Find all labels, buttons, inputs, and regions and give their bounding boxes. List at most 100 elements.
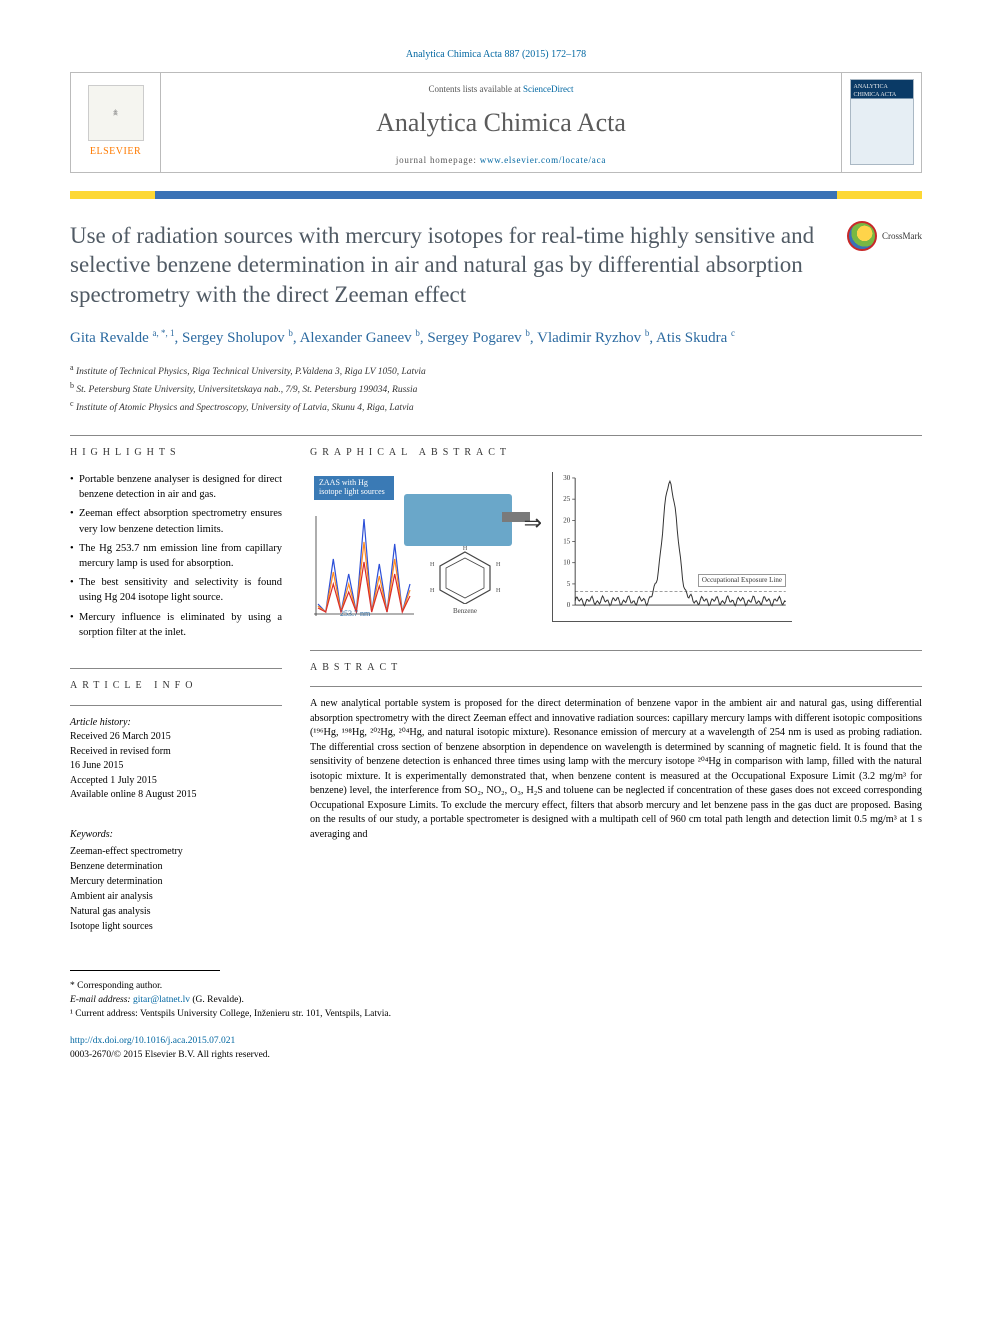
- crossmark-label: CrossMark: [882, 230, 922, 242]
- contents-prefix: Contents lists available at: [429, 84, 523, 94]
- bar-segment: [70, 191, 155, 199]
- highlight-item: Portable benzene analyser is designed fo…: [70, 472, 282, 502]
- corresponding-author-note: * Corresponding author.: [70, 979, 922, 993]
- affiliation: c Institute of Atomic Physics and Spectr…: [70, 398, 922, 416]
- history-line: Accepted 1 July 2015: [70, 774, 282, 789]
- divider: [310, 686, 922, 687]
- cover-image: ANALYTICA CHIMICA ACTA: [850, 79, 914, 165]
- article-info-heading: ARTICLE INFO: [70, 679, 282, 693]
- author: Sergey Sholupov b: [182, 330, 293, 346]
- issn-copyright: 0003-2670/© 2015 Elsevier B.V. All right…: [70, 1050, 270, 1060]
- citation-line: Analytica Chimica Acta 887 (2015) 172–17…: [70, 48, 922, 62]
- email-label: E-mail address:: [70, 995, 131, 1005]
- cover-thumbnail: ANALYTICA CHIMICA ACTA: [841, 73, 921, 172]
- divider: [70, 435, 922, 436]
- publisher-logo: 𖠰 ELSEVIER: [71, 73, 161, 172]
- highlight-item: Mercury influence is eliminated by using…: [70, 610, 282, 640]
- ga-molecule: H H H H H Benzene: [420, 546, 510, 616]
- homepage-link[interactable]: www.elsevier.com/locate/aca: [480, 155, 606, 165]
- benzene-ring-icon: H H H H H: [420, 546, 510, 604]
- history-line: Received 26 March 2015: [70, 730, 282, 745]
- ga-wavelength-label: 253.7 nm: [340, 609, 370, 620]
- ga-badge-label: ZAAS with Hg isotope light sources: [314, 476, 394, 500]
- ga-left-panel: ZAAS with Hg isotope light sources 253.7…: [310, 472, 540, 622]
- svg-text:30: 30: [563, 474, 570, 482]
- author: Gita Revalde a, *, 1: [70, 330, 174, 346]
- publisher-name: ELSEVIER: [90, 145, 141, 159]
- svg-text:H: H: [496, 562, 501, 568]
- journal-header: 𖠰 ELSEVIER Contents lists available at S…: [70, 72, 922, 173]
- svg-text:5: 5: [567, 580, 571, 588]
- keywords-label: Keywords:: [70, 827, 282, 842]
- ga-spectrum-plot: [314, 516, 414, 616]
- ga-oel-label: Occupational Exposure Line: [698, 574, 786, 587]
- author: Atis Skudra c: [656, 330, 735, 346]
- journal-homepage: journal homepage: www.elsevier.com/locat…: [169, 154, 833, 166]
- doi-link[interactable]: http://dx.doi.org/10.1016/j.aca.2015.07.…: [70, 1036, 235, 1046]
- affiliations: a Institute of Technical Physics, Riga T…: [70, 362, 922, 416]
- author: Alexander Ganeev b: [300, 330, 420, 346]
- sciencedirect-link[interactable]: ScienceDirect: [523, 84, 573, 94]
- journal-name: Analytica Chimica Acta: [169, 105, 833, 140]
- ga-right-chart: 0 5 10 15 20 25 30 Occupational Exposure Line: [552, 472, 792, 622]
- ga-molecule-label: Benzene: [420, 607, 510, 616]
- history-line: Available online 8 August 2015: [70, 788, 282, 803]
- keyword: Isotope light sources: [70, 919, 282, 934]
- bar-segment: [155, 191, 837, 199]
- svg-text:H: H: [430, 588, 435, 594]
- svg-text:H: H: [496, 588, 501, 594]
- affiliation: b St. Petersburg State University, Unive…: [70, 380, 922, 398]
- history-line: Received in revised form: [70, 745, 282, 760]
- footnote-divider: [70, 970, 220, 971]
- article-title: Use of radiation sources with mercury is…: [70, 221, 831, 309]
- svg-text:20: 20: [563, 516, 570, 524]
- highlights-heading: HIGHLIGHTS: [70, 446, 282, 460]
- crossmark-icon: [847, 221, 877, 251]
- highlight-item: Zeeman effect absorption spectrometry en…: [70, 506, 282, 536]
- svg-text:10: 10: [563, 559, 570, 567]
- author: Sergey Pogarev b: [427, 330, 530, 346]
- color-bar: [70, 191, 922, 199]
- keyword: Mercury determination: [70, 874, 282, 889]
- abstract-text: A new analytical portable system is prop…: [310, 697, 922, 842]
- email-link[interactable]: gitar@latnet.lv: [133, 995, 190, 1005]
- affiliation: a Institute of Technical Physics, Riga T…: [70, 362, 922, 380]
- elsevier-tree-icon: 𖠰: [88, 85, 144, 141]
- svg-text:H: H: [430, 562, 435, 568]
- homepage-prefix: journal homepage:: [396, 155, 480, 165]
- abstract-heading: ABSTRACT: [310, 661, 922, 675]
- highlights-list: Portable benzene analyser is designed fo…: [70, 472, 282, 640]
- header-center: Contents lists available at ScienceDirec…: [161, 73, 841, 172]
- divider: [70, 668, 282, 669]
- current-address-note: ¹ Current address: Ventspils University …: [70, 1007, 922, 1021]
- svg-text:15: 15: [563, 537, 570, 545]
- arrow-icon: ⇒: [524, 508, 542, 538]
- divider: [310, 650, 922, 651]
- crossmark-widget[interactable]: CrossMark: [847, 221, 922, 251]
- article-history: Article history: Received 26 March 2015R…: [70, 716, 282, 803]
- doi-block: http://dx.doi.org/10.1016/j.aca.2015.07.…: [70, 1035, 922, 1063]
- graphical-abstract-figure: ZAAS with Hg isotope light sources 253.7…: [310, 472, 922, 622]
- ga-line-chart: 0 5 10 15 20 25 30: [553, 472, 792, 621]
- divider: [70, 705, 282, 706]
- highlight-item: The best sensitivity and selectivity is …: [70, 575, 282, 605]
- keywords-block: Keywords: Zeeman-effect spectrometryBenz…: [70, 827, 282, 934]
- history-line: 16 June 2015: [70, 759, 282, 774]
- keyword: Zeeman-effect spectrometry: [70, 844, 282, 859]
- keyword: Natural gas analysis: [70, 904, 282, 919]
- email-attribution: (G. Revalde).: [192, 995, 243, 1005]
- svg-text:H: H: [463, 546, 468, 552]
- svg-text:25: 25: [563, 495, 570, 503]
- keyword: Benzene determination: [70, 859, 282, 874]
- highlight-item: The Hg 253.7 nm emission line from capil…: [70, 541, 282, 571]
- author: Vladimir Ryzhov b: [537, 330, 649, 346]
- keyword: Ambient air analysis: [70, 889, 282, 904]
- footnotes: * Corresponding author. E-mail address: …: [70, 979, 922, 1022]
- author-list: Gita Revalde a, *, 1, Sergey Sholupov b,…: [70, 327, 922, 350]
- ga-device-icon: [404, 494, 512, 546]
- contents-available: Contents lists available at ScienceDirec…: [169, 83, 833, 95]
- svg-text:0: 0: [567, 601, 571, 609]
- history-label: Article history:: [70, 716, 282, 730]
- bar-segment: [837, 191, 922, 199]
- graphical-abstract-heading: GRAPHICAL ABSTRACT: [310, 446, 922, 460]
